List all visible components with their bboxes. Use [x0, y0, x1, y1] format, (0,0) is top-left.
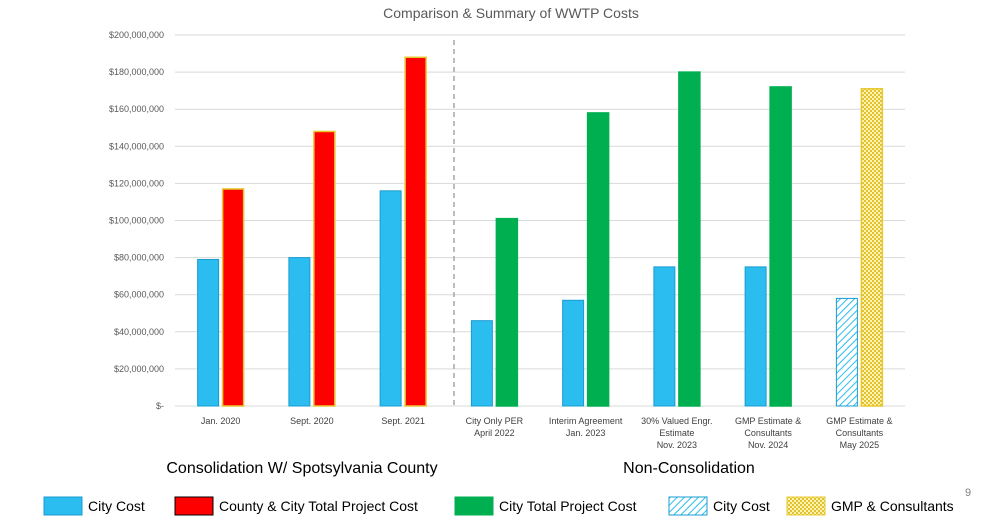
bar-city-cost: [744, 266, 767, 407]
x-tick-label: GMP Estimate & Consultants May 2025: [826, 416, 892, 450]
legend-label: City Cost: [88, 498, 145, 514]
bar-city-cost: [653, 266, 676, 407]
y-tick-label: $160,000,000: [109, 104, 164, 114]
bar-total-cost: [495, 217, 519, 407]
y-tick-label: $-: [156, 401, 164, 411]
legend-swatch: [668, 496, 708, 516]
y-tick-label: $140,000,000: [109, 141, 164, 151]
legend-swatch: [454, 496, 494, 516]
legend-label: City Total Project Cost: [499, 498, 637, 514]
bar-total-cost: [678, 71, 701, 407]
bar-total-cost: [221, 188, 245, 407]
x-tick-label: Interim Agreement Jan. 2023: [549, 416, 623, 438]
x-tick-label: GMP Estimate & Consultants Nov. 2024: [735, 416, 801, 450]
bar-city-cost: [197, 258, 220, 407]
bars: [197, 56, 884, 407]
bar-city-cost: [562, 299, 585, 407]
y-tick-label: $40,000,000: [114, 327, 164, 337]
bar-city-cost: [288, 257, 311, 407]
x-tick-label: City Only PER April 2022: [466, 416, 524, 438]
y-tick-label: $120,000,000: [109, 178, 164, 188]
x-tick-label: Sept. 2021: [381, 416, 425, 426]
gridlines: [175, 34, 905, 407]
legend-label: City Cost: [713, 498, 770, 514]
group-label-consolidation: Consolidation W/ Spotsylvania County: [166, 460, 437, 477]
y-tick-label: $180,000,000: [109, 67, 164, 77]
legend-swatch: [43, 496, 83, 516]
y-tick-label: $80,000,000: [114, 253, 164, 263]
group-label-non-consolidation: Non-Consolidation: [623, 460, 755, 477]
bar-total-cost: [404, 56, 427, 407]
bar-total-cost: [769, 86, 792, 407]
y-axis-ticks: $- $20,000,000 $40,000,000 $60,000,000 $80,0…: [109, 30, 164, 411]
bar-city-cost: [470, 320, 493, 407]
legend-swatch: [174, 496, 214, 516]
y-tick-label: $100,000,000: [109, 216, 164, 226]
page-number: 9: [965, 487, 971, 499]
legend-label: County & City Total Project Cost: [219, 498, 418, 514]
bar-city-cost: [835, 297, 858, 407]
y-tick-label: $60,000,000: [114, 290, 164, 300]
x-tick-label: Sept. 2020: [290, 416, 334, 426]
bar-total-cost: [860, 88, 884, 407]
y-tick-label: $200,000,000: [109, 30, 164, 40]
bar-city-cost: [379, 190, 402, 407]
bar-total-cost: [586, 112, 610, 407]
legend: City Cost County & City Total Project Cos…: [43, 496, 954, 516]
y-tick-label: $20,000,000: [114, 364, 164, 374]
legend-label: GMP & Consultants: [831, 498, 954, 514]
bar-total-cost: [313, 130, 336, 407]
chart-title: Comparison & Summary of WWTP Costs: [383, 5, 639, 21]
legend-swatch: [786, 496, 826, 516]
x-axis-ticks: Jan. 2020 Sept. 2020 Sept. 2021 City Only P…: [201, 416, 893, 450]
x-tick-label: 30% Valued Engr. Estimate Nov. 2023: [641, 416, 712, 450]
x-tick-label: Jan. 2020: [201, 416, 241, 426]
